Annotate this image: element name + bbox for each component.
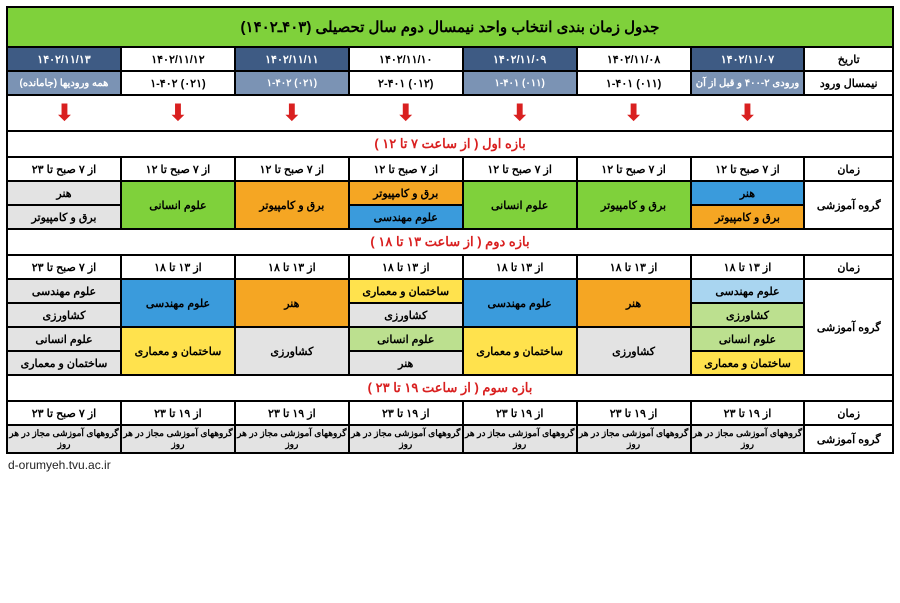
sem-3: (۰۱۱) ۱-۴۰۱: [463, 71, 577, 95]
b2-g: علوم انسانی: [349, 327, 463, 351]
b2-g: علوم مهندسی: [121, 279, 235, 327]
b3-g: گروههای آموزشی مجاز در هر روز: [577, 425, 691, 453]
b1-g: علوم انسانی: [121, 181, 235, 229]
b1-g: علوم انسانی: [463, 181, 577, 229]
b2-t5: از ۱۳ تا ۱۸: [235, 255, 349, 279]
b1-g: علوم مهندسی: [349, 205, 463, 229]
schedule-table: جدول زمان بندی انتخاب واحد نیمسال دوم سا…: [6, 6, 894, 454]
date-4: ۱۴۰۲/۱۱/۱۰: [349, 47, 463, 71]
b3-g: گروههای آموزشی مجاز در هر روز: [349, 425, 463, 453]
b2-t4: از ۱۳ تا ۱۸: [349, 255, 463, 279]
band-3: بازه سوم ( از ساعت ۱۹ تا ۲۳ ): [7, 375, 893, 401]
b2-g: علوم مهندسی: [7, 279, 121, 303]
b2-g: هنر: [235, 279, 349, 327]
arrow-icon: ⬇: [121, 95, 235, 131]
b2-g: کشاورزی: [349, 303, 463, 327]
sem-1: ورودی ۲-۴۰۰ و قبل از آن: [691, 71, 805, 95]
b2-t7: از ۷ صبح تا ۲۳: [7, 255, 121, 279]
arrow-icon: ⬇: [463, 95, 577, 131]
source-url: d-orumyeh.tvu.ac.ir: [6, 454, 894, 476]
b2-g: کشاورزی: [7, 303, 121, 327]
b1-t6: از ۷ صبح تا ۱۲: [121, 157, 235, 181]
b3-t1: از ۱۹ تا ۲۳: [691, 401, 805, 425]
b2-t1: از ۱۳ تا ۱۸: [691, 255, 805, 279]
b3-t6: از ۱۹ تا ۲۳: [121, 401, 235, 425]
col-group: گروه آموزشی: [804, 425, 893, 453]
b3-g: گروههای آموزشی مجاز در هر روز: [121, 425, 235, 453]
b1-g: برق و کامپیوتر: [235, 181, 349, 229]
b2-t3: از ۱۳ تا ۱۸: [463, 255, 577, 279]
b2-g: ساختمان و معماری: [349, 279, 463, 303]
date-3: ۱۴۰۲/۱۱/۰۹: [463, 47, 577, 71]
band-2: بازه دوم ( از ساعت ۱۳ تا ۱۸ ): [7, 229, 893, 255]
date-6: ۱۴۰۲/۱۱/۱۲: [121, 47, 235, 71]
b2-g: علوم مهندسی: [463, 279, 577, 327]
b2-g: ساختمان و معماری: [463, 327, 577, 375]
sem-5: (۰۲۱) ۱-۴۰۲: [235, 71, 349, 95]
col-time: زمان: [804, 401, 893, 425]
b1-t2: از ۷ صبح تا ۱۲: [577, 157, 691, 181]
sem-6: (۰۲۱) ۱-۴۰۲: [121, 71, 235, 95]
b1-t5: از ۷ صبح تا ۱۲: [235, 157, 349, 181]
date-2: ۱۴۰۲/۱۱/۰۸: [577, 47, 691, 71]
b3-g: گروههای آموزشی مجاز در هر روز: [7, 425, 121, 453]
arrow-blank: [804, 95, 893, 131]
band-1: بازه اول ( از ساعت ۷ تا ۱۲ ): [7, 131, 893, 157]
table-title: جدول زمان بندی انتخاب واحد نیمسال دوم سا…: [7, 7, 893, 47]
arrow-icon: ⬇: [691, 95, 805, 131]
b2-g: ساختمان و معماری: [7, 351, 121, 375]
b2-g: کشاورزی: [235, 327, 349, 375]
arrow-icon: ⬇: [235, 95, 349, 131]
b1-t3: از ۷ صبح تا ۱۲: [463, 157, 577, 181]
b2-g: ساختمان و معماری: [691, 351, 805, 375]
b1-t1: از ۷ صبح تا ۱۲: [691, 157, 805, 181]
col-date: تاریخ: [804, 47, 893, 71]
b1-g: هنر: [7, 181, 121, 205]
b2-g: هنر: [349, 351, 463, 375]
b2-g: کشاورزی: [577, 327, 691, 375]
b2-g: علوم انسانی: [691, 327, 805, 351]
b1-g: هنر: [691, 181, 805, 205]
b3-t5: از ۱۹ تا ۲۳: [235, 401, 349, 425]
b1-g: برق و کامپیوتر: [349, 181, 463, 205]
b1-t7: از ۷ صبح تا ۲۳: [7, 157, 121, 181]
date-1: ۱۴۰۲/۱۱/۰۷: [691, 47, 805, 71]
sem-7: همه ورودیها (جامانده): [7, 71, 121, 95]
b1-t4: از ۷ صبح تا ۱۲: [349, 157, 463, 181]
b2-g: علوم مهندسی: [691, 279, 805, 303]
b3-g: گروههای آموزشی مجاز در هر روز: [463, 425, 577, 453]
col-time: زمان: [804, 157, 893, 181]
b2-t2: از ۱۳ تا ۱۸: [577, 255, 691, 279]
b2-g: علوم انسانی: [7, 327, 121, 351]
col-group: گروه آموزشی: [804, 279, 893, 375]
b3-t3: از ۱۹ تا ۲۳: [463, 401, 577, 425]
sem-4: (۰۱۲) ۲-۴۰۱: [349, 71, 463, 95]
b1-g: برق و کامپیوتر: [577, 181, 691, 229]
col-group: گروه آموزشی: [804, 181, 893, 229]
b3-g: گروههای آموزشی مجاز در هر روز: [235, 425, 349, 453]
b3-t2: از ۱۹ تا ۲۳: [577, 401, 691, 425]
b2-t6: از ۱۳ تا ۱۸: [121, 255, 235, 279]
b2-g: کشاورزی: [691, 303, 805, 327]
col-time: زمان: [804, 255, 893, 279]
b1-g: برق و کامپیوتر: [691, 205, 805, 229]
arrow-icon: ⬇: [349, 95, 463, 131]
b2-g: هنر: [577, 279, 691, 327]
sem-2: (۰۱۱) ۱-۴۰۱: [577, 71, 691, 95]
date-7: ۱۴۰۲/۱۱/۱۳: [7, 47, 121, 71]
b3-t4: از ۱۹ تا ۲۳: [349, 401, 463, 425]
b3-t7: از ۷ صبح تا ۲۳: [7, 401, 121, 425]
col-sem: نیمسال ورود: [804, 71, 893, 95]
date-5: ۱۴۰۲/۱۱/۱۱: [235, 47, 349, 71]
arrow-icon: ⬇: [577, 95, 691, 131]
b1-g: برق و کامپیوتر: [7, 205, 121, 229]
b2-g: ساختمان و معماری: [121, 327, 235, 375]
arrow-icon: ⬇: [7, 95, 121, 131]
b3-g: گروههای آموزشی مجاز در هر روز: [691, 425, 805, 453]
